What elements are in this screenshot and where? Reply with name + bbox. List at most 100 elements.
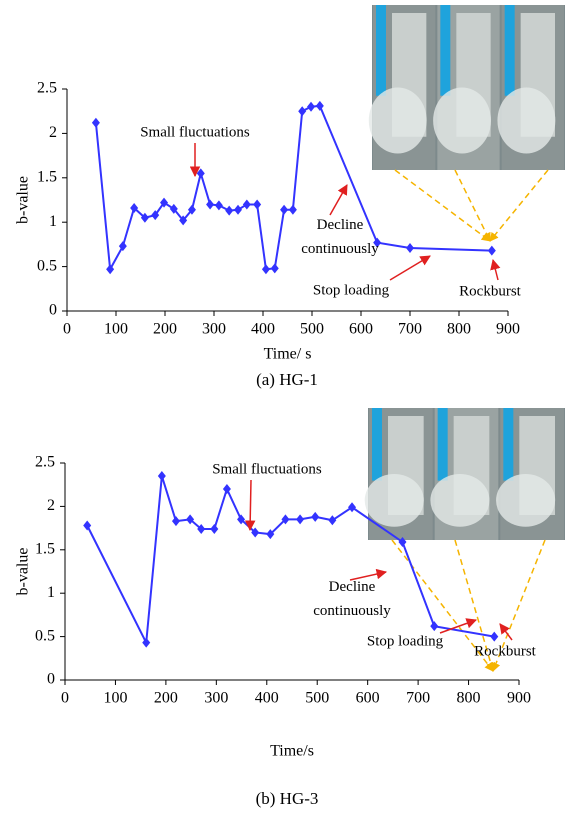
subplot-title: (b) HG-3 — [256, 789, 319, 808]
data-point — [234, 204, 243, 215]
data-point — [197, 523, 206, 534]
photo-debris — [368, 87, 427, 154]
data-point — [106, 264, 115, 275]
y-axis-label: b-value — [15, 176, 32, 224]
x-tick-label: 600 — [356, 690, 380, 707]
data-point — [157, 471, 166, 482]
x-axis-label: Time/s — [270, 743, 314, 760]
photo-frame — [503, 408, 514, 481]
annotation-arrow — [439, 618, 477, 634]
data-point — [270, 263, 279, 274]
annotation: Rockburst — [474, 643, 536, 659]
data-point — [225, 205, 234, 216]
data-point — [242, 199, 251, 210]
annotation-box: Decline continuously — [313, 579, 391, 619]
x-tick-label: 700 — [398, 321, 422, 338]
data-point — [237, 514, 246, 525]
data-point — [196, 168, 205, 179]
annotation: Stop loading — [313, 282, 390, 298]
photo-debris — [433, 87, 492, 154]
annotation: Rockburst — [459, 283, 521, 299]
guide-line — [454, 169, 491, 242]
data-point — [311, 511, 320, 522]
data-point — [430, 621, 439, 632]
y-tick-label: 0.5 — [37, 257, 57, 274]
y-tick-label: 0.5 — [35, 627, 55, 644]
data-point — [142, 637, 151, 648]
annotation-arrow — [349, 568, 388, 581]
data-point — [222, 484, 231, 495]
x-tick-label: 500 — [305, 690, 329, 707]
data-point — [487, 245, 496, 256]
annotation: Small fluctuations — [212, 461, 322, 477]
x-tick-label: 300 — [202, 321, 226, 338]
guide-line — [391, 539, 494, 672]
y-tick-label: 0 — [49, 302, 57, 319]
x-tick-label: 700 — [406, 690, 430, 707]
data-point — [186, 514, 195, 525]
photo-debris — [430, 474, 490, 527]
data-point — [490, 631, 499, 642]
data-point — [315, 100, 324, 111]
data-point — [307, 101, 316, 112]
data-point — [253, 199, 262, 210]
data-point — [187, 204, 196, 215]
x-axis-label: Time/ s — [264, 346, 312, 363]
y-tick-label: 0 — [47, 671, 55, 688]
y-tick-label: 1.5 — [37, 168, 57, 185]
annotation-arrow — [499, 623, 513, 641]
annotation-box: Decline continuously — [301, 217, 379, 257]
data-point — [348, 502, 357, 513]
y-axis-label: b-value — [15, 548, 32, 596]
data-point — [171, 516, 180, 527]
y-tick-label: 2 — [49, 124, 57, 141]
data-point — [373, 237, 382, 248]
x-tick-label: 500 — [300, 321, 324, 338]
data-point — [160, 197, 169, 208]
y-tick-label: 1 — [49, 213, 57, 230]
annotation: Decline continuously — [301, 217, 379, 257]
x-tick-label: 0 — [63, 321, 71, 338]
data-point — [151, 210, 160, 221]
data-point — [406, 242, 414, 253]
photo-frame — [376, 5, 386, 96]
photo-debris — [496, 474, 556, 527]
data-point — [296, 514, 305, 525]
guide-line — [489, 169, 549, 242]
data-point — [206, 199, 215, 210]
y-tick-label: 2.5 — [35, 454, 55, 471]
x-tick-label: 900 — [507, 690, 531, 707]
x-tick-label: 800 — [457, 690, 481, 707]
x-tick-label: 200 — [153, 321, 177, 338]
x-tick-label: 400 — [251, 321, 275, 338]
y-tick-label: 1.5 — [35, 540, 55, 557]
data-point — [140, 212, 149, 223]
data-point — [281, 514, 290, 525]
data-point — [118, 241, 127, 252]
y-tick-label: 2 — [47, 497, 55, 514]
annotation: Stop loading — [367, 633, 444, 649]
x-tick-label: 400 — [255, 690, 279, 707]
data-point — [83, 520, 92, 531]
data-point — [130, 202, 139, 213]
annotation: Decline continuously — [313, 579, 391, 619]
data-point — [179, 215, 188, 226]
data-point — [328, 515, 337, 526]
data-point — [91, 117, 100, 128]
subplot-title: (a) HG-1 — [256, 370, 318, 389]
guide-line — [491, 539, 546, 672]
photo-debris — [497, 87, 556, 154]
guide-line — [454, 539, 496, 672]
data-point — [261, 264, 270, 275]
photo-debris — [364, 474, 424, 527]
data-point — [298, 106, 307, 117]
guide-line — [394, 169, 491, 242]
y-tick-label: 1 — [47, 584, 55, 601]
data-point — [169, 203, 178, 214]
annotation-arrow — [329, 184, 348, 216]
photo-frame — [504, 5, 515, 96]
photo-frame — [440, 5, 451, 96]
x-tick-label: 900 — [496, 321, 520, 338]
annotation-arrow — [244, 479, 256, 532]
data-point — [266, 529, 275, 540]
